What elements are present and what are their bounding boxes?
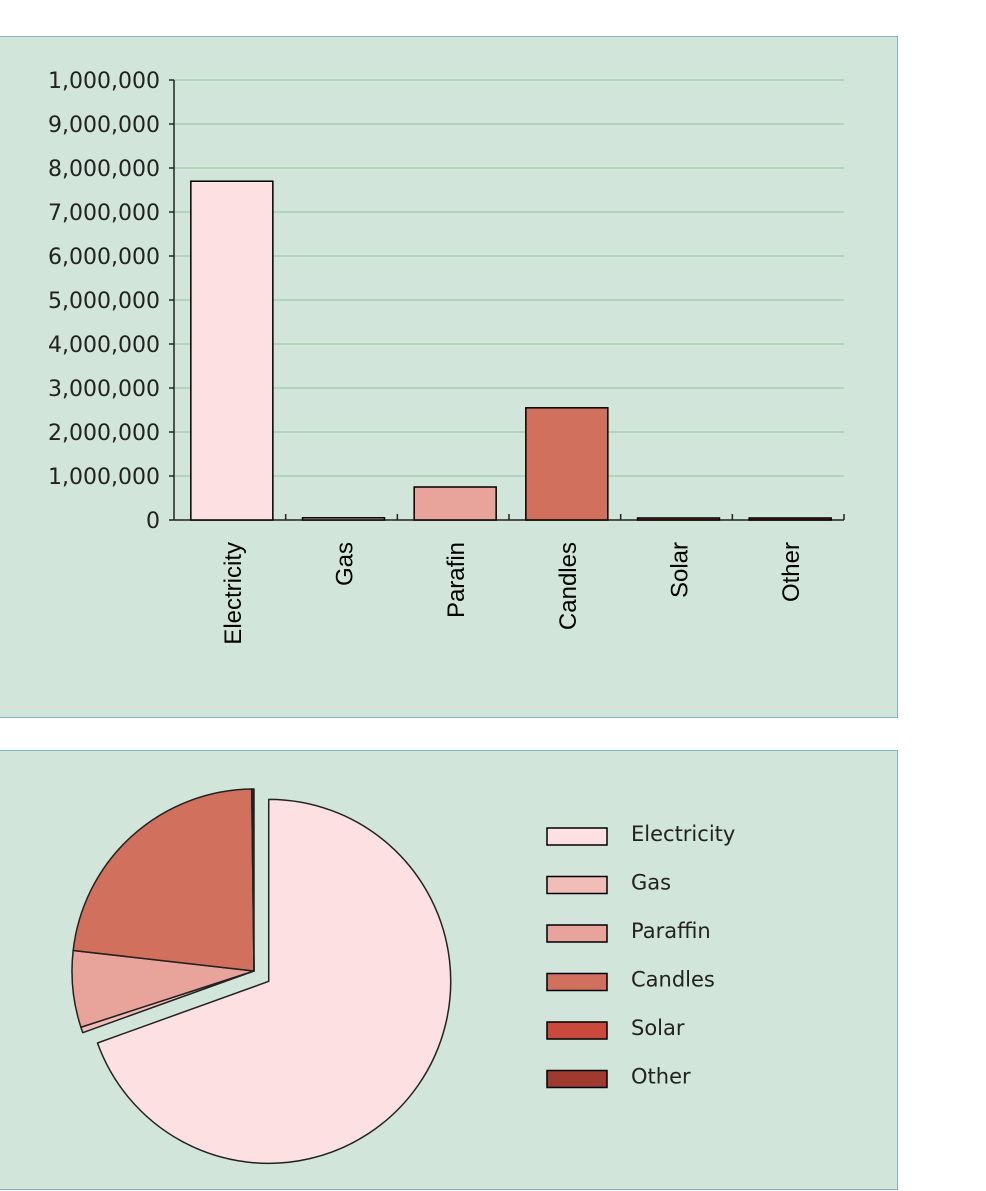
y-tick-label: 9,000,000 — [48, 113, 160, 138]
pie-chart: Electricity Gas Paraffin Candles Solar Other — [71, 788, 735, 1165]
x-tick-label: Electricity — [220, 542, 247, 645]
x-tick-label: Other — [778, 542, 805, 602]
y-tick-label: 5,000,000 — [48, 289, 160, 314]
x-tick-label: Parafin — [443, 542, 470, 618]
pie-chart-panel: Electricity Gas Paraffin Candles Solar Other — [0, 750, 898, 1190]
y-tick-label: 7,000,000 — [48, 201, 160, 226]
bar-chart-panel: 0 1,000,000 2,000,000 3,000,000 4,000,000 5,0… — [0, 36, 898, 718]
y-tick-label: 3,000,000 — [48, 377, 160, 402]
legend-swatch-gas — [546, 875, 608, 895]
legend-label: Other — [631, 1065, 691, 1089]
bar-solar — [636, 517, 721, 521]
bar-electricity — [190, 180, 274, 521]
y-tick-label: 2,000,000 — [48, 421, 160, 446]
bar-chart: 0 1,000,000 2,000,000 3,000,000 4,000,000 5,0… — [48, 69, 845, 645]
legend-swatch-other — [546, 1069, 608, 1089]
bar-other — [748, 517, 832, 521]
legend-label: Gas — [631, 871, 671, 895]
legend-swatch-paraffin — [546, 924, 608, 943]
y-tick-label: 1,000,000 — [48, 465, 160, 490]
y-tick-label: 6,000,000 — [48, 245, 160, 270]
x-tick-label: Solar — [667, 542, 694, 598]
legend-swatch-electricity — [546, 827, 608, 846]
y-tick-label: 0 — [146, 509, 160, 534]
y-tick-label: 1,000,000 — [48, 69, 160, 94]
y-tick-label: 4,000,000 — [48, 333, 160, 358]
y-tick-label: 8,000,000 — [48, 157, 160, 182]
legend-label: Solar — [631, 1016, 685, 1040]
pie-slice-candles — [72, 788, 255, 972]
pie-slice-electricity — [96, 798, 452, 1165]
bar-gas — [301, 517, 386, 521]
legend-label: Electricity — [631, 822, 735, 846]
legend-swatch-candles — [546, 972, 608, 992]
legend-swatch-solar — [546, 1021, 608, 1040]
x-tick-label: Candles — [555, 542, 582, 630]
pie-slice-other — [252, 788, 255, 972]
bar-candles — [525, 407, 609, 521]
legend-label: Paraffin — [631, 919, 711, 943]
legend-label: Candles — [631, 968, 715, 992]
x-tick-label: Gas — [332, 542, 359, 586]
bar-parafin — [413, 486, 497, 521]
